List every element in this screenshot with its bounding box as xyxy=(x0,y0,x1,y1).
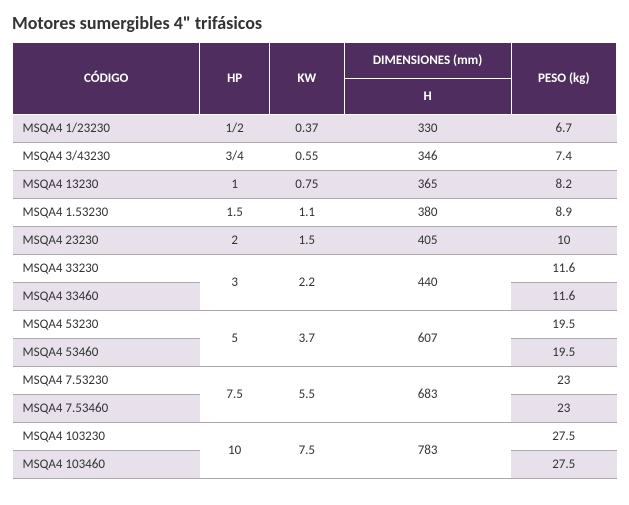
cell-hp: 7.5 xyxy=(200,367,270,423)
cell-h: 683 xyxy=(344,367,511,423)
table-body: MSQA4 1/23230 1/2 0.37 330 6.7 MSQA4 3/4… xyxy=(13,115,617,479)
cell-kw: 7.5 xyxy=(269,423,344,479)
cell-code: MSQA4 7.53460 xyxy=(13,395,200,423)
cell-code: MSQA4 23230 xyxy=(13,227,200,255)
cell-code: MSQA4 13230 xyxy=(13,171,200,199)
cell-code: MSQA4 33460 xyxy=(13,283,200,311)
cell-code: MSQA4 1/23230 xyxy=(13,115,200,143)
cell-peso: 11.6 xyxy=(511,283,616,311)
cell-peso: 6.7 xyxy=(511,115,616,143)
cell-code: MSQA4 1.53230 xyxy=(13,199,200,227)
table-header: CÓDIGO HP KW DIMENSIONES (mm) PESO (kg) … xyxy=(13,43,617,115)
cell-h: 365 xyxy=(344,171,511,199)
table-row: MSQA4 1.53230 1.5 1.1 380 8.9 xyxy=(13,199,617,227)
cell-peso: 8.9 xyxy=(511,199,616,227)
cell-kw: 0.75 xyxy=(269,171,344,199)
cell-h: 440 xyxy=(344,255,511,311)
cell-h: 380 xyxy=(344,199,511,227)
cell-hp: 1/2 xyxy=(200,115,270,143)
cell-code: MSQA4 3/43230 xyxy=(13,143,200,171)
cell-kw: 3.7 xyxy=(269,311,344,367)
cell-kw: 2.2 xyxy=(269,255,344,311)
cell-kw: 1.5 xyxy=(269,227,344,255)
cell-code: MSQA4 7.53230 xyxy=(13,367,200,395)
cell-kw: 0.55 xyxy=(269,143,344,171)
cell-peso: 10 xyxy=(511,227,616,255)
cell-kw: 1.1 xyxy=(269,199,344,227)
cell-code: MSQA4 103460 xyxy=(13,451,200,479)
cell-h: 346 xyxy=(344,143,511,171)
col-codigo: CÓDIGO xyxy=(13,43,200,115)
table-row: MSQA4 13230 1 0.75 365 8.2 xyxy=(13,171,617,199)
col-hp: HP xyxy=(200,43,270,115)
cell-peso: 27.5 xyxy=(511,451,616,479)
cell-h: 330 xyxy=(344,115,511,143)
cell-peso: 19.5 xyxy=(511,339,616,367)
cell-peso: 7.4 xyxy=(511,143,616,171)
cell-hp: 1 xyxy=(200,171,270,199)
col-peso: PESO (kg) xyxy=(511,43,616,115)
cell-kw: 5.5 xyxy=(269,367,344,423)
cell-kw: 0.37 xyxy=(269,115,344,143)
cell-h: 405 xyxy=(344,227,511,255)
cell-hp: 5 xyxy=(200,311,270,367)
table-row: MSQA4 7.53230 7.5 5.5 683 23 xyxy=(13,367,617,395)
motors-table: CÓDIGO HP KW DIMENSIONES (mm) PESO (kg) … xyxy=(12,42,617,479)
cell-hp: 3 xyxy=(200,255,270,311)
cell-code: MSQA4 33230 xyxy=(13,255,200,283)
col-dim: DIMENSIONES (mm) xyxy=(344,43,511,79)
col-h: H xyxy=(344,79,511,115)
cell-peso: 19.5 xyxy=(511,311,616,339)
cell-code: MSQA4 53230 xyxy=(13,311,200,339)
cell-peso: 23 xyxy=(511,367,616,395)
table-row: MSQA4 33230 3 2.2 440 11.6 xyxy=(13,255,617,283)
cell-peso: 27.5 xyxy=(511,423,616,451)
table-row: MSQA4 53230 5 3.7 607 19.5 xyxy=(13,311,617,339)
page-title: Motores sumergibles 4" trifásicos xyxy=(12,12,617,34)
cell-peso: 23 xyxy=(511,395,616,423)
table-row: MSQA4 23230 2 1.5 405 10 xyxy=(13,227,617,255)
cell-peso: 8.2 xyxy=(511,171,616,199)
cell-hp: 3/4 xyxy=(200,143,270,171)
cell-h: 607 xyxy=(344,311,511,367)
table-row: MSQA4 3/43230 3/4 0.55 346 7.4 xyxy=(13,143,617,171)
cell-hp: 1.5 xyxy=(200,199,270,227)
cell-peso: 11.6 xyxy=(511,255,616,283)
cell-h: 783 xyxy=(344,423,511,479)
cell-hp: 10 xyxy=(200,423,270,479)
cell-code: MSQA4 103230 xyxy=(13,423,200,451)
cell-code: MSQA4 53460 xyxy=(13,339,200,367)
cell-hp: 2 xyxy=(200,227,270,255)
table-row: MSQA4 1/23230 1/2 0.37 330 6.7 xyxy=(13,115,617,143)
table-row: MSQA4 103230 10 7.5 783 27.5 xyxy=(13,423,617,451)
col-kw: KW xyxy=(269,43,344,115)
